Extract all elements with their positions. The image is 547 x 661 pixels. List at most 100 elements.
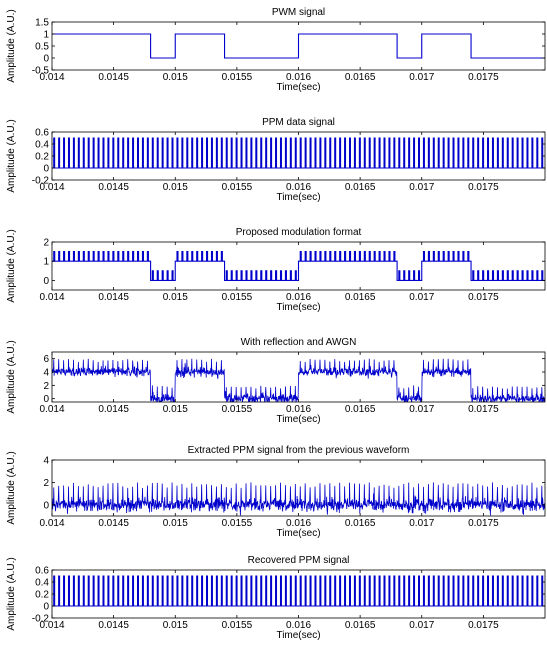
x-tick-label: 0.015 bbox=[163, 518, 188, 529]
x-axis-label: Time(sec) bbox=[276, 630, 320, 641]
y-axis-label: Amplitude (A.U.) bbox=[6, 340, 17, 413]
y-axis-label: Amplitude (A.U.) bbox=[6, 229, 17, 302]
x-tick-label: 0.0145 bbox=[98, 292, 129, 303]
x-tick-label: 0.017 bbox=[409, 620, 434, 631]
y-tick-label: 0 bbox=[43, 500, 49, 511]
y-tick-label: 6 bbox=[43, 354, 49, 365]
x-tick-label: 0.014 bbox=[39, 620, 64, 631]
x-tick-label: 0.0165 bbox=[345, 72, 376, 83]
x-tick-label: 0.017 bbox=[409, 404, 434, 415]
x-tick-label: 0.0165 bbox=[345, 518, 376, 529]
subplot-title: Extracted PPM signal from the previous w… bbox=[188, 445, 410, 456]
series-line bbox=[52, 575, 545, 607]
y-tick-label: 0 bbox=[43, 276, 49, 287]
y-tick-label: 0.5 bbox=[35, 42, 49, 53]
x-tick-label: 0.017 bbox=[409, 72, 434, 83]
x-tick-label: 0.0175 bbox=[468, 404, 499, 415]
y-tick-label: 2 bbox=[43, 381, 49, 392]
x-axis-label: Time(sec) bbox=[276, 82, 320, 93]
y-axis-label: Amplitude (A.U.) bbox=[6, 557, 17, 630]
x-tick-label: 0.0175 bbox=[468, 72, 499, 83]
x-tick-label: 0.014 bbox=[39, 518, 64, 529]
x-tick-label: 0.0155 bbox=[222, 518, 253, 529]
y-tick-label: -0.5 bbox=[32, 66, 50, 77]
x-tick-label: 0.015 bbox=[163, 182, 188, 193]
x-axis-label: Time(sec) bbox=[276, 302, 320, 313]
x-tick-label: 0.0165 bbox=[345, 182, 376, 193]
x-tick-label: 0.0145 bbox=[98, 518, 129, 529]
x-tick-label: 0.0145 bbox=[98, 72, 129, 83]
x-tick-label: 0.0155 bbox=[222, 620, 253, 631]
subplot-4: With reflection and AWGN 0.014 0.0145 0.015… bbox=[6, 337, 546, 425]
x-tick-label: 0.0145 bbox=[98, 620, 129, 631]
x-axis-label: Time(sec) bbox=[276, 528, 320, 539]
x-tick-label: 0.014 bbox=[39, 182, 64, 193]
series-line bbox=[52, 33, 545, 59]
y-tick-label: -0.2 bbox=[32, 614, 50, 625]
y-axis-label: Amplitude (A.U.) bbox=[6, 451, 17, 524]
y-tick-label: 0.2 bbox=[35, 590, 49, 601]
x-tick-label: 0.017 bbox=[409, 518, 434, 529]
x-tick-label: 0.016 bbox=[286, 182, 311, 193]
subplot-6: Recovered PPM signal 0.014 0.0145 0.015 0.01… bbox=[6, 555, 546, 641]
x-tick-label: 0.0155 bbox=[222, 404, 253, 415]
x-tick-label: 0.014 bbox=[39, 404, 64, 415]
x-tick-label: 0.015 bbox=[163, 72, 188, 83]
x-tick-label: 0.0165 bbox=[345, 292, 376, 303]
x-tick-label: 0.0165 bbox=[345, 620, 376, 631]
y-tick-label: 0 bbox=[43, 602, 49, 613]
axes-frame bbox=[51, 569, 546, 619]
x-tick-label: 0.016 bbox=[286, 620, 311, 631]
x-tick-label: 0.015 bbox=[163, 292, 188, 303]
x-tick-label: 0.016 bbox=[286, 518, 311, 529]
y-tick-label: 1 bbox=[43, 257, 49, 268]
y-tick-label: 0.6 bbox=[35, 566, 49, 577]
x-axis-label: Time(sec) bbox=[276, 192, 320, 203]
y-tick-label: 1.5 bbox=[35, 18, 49, 29]
x-tick-label: 0.0165 bbox=[345, 404, 376, 415]
subplot-title: PWM signal bbox=[272, 7, 325, 18]
x-axis-label: Time(sec) bbox=[276, 414, 320, 425]
series-line bbox=[52, 358, 545, 402]
x-tick-label: 0.0175 bbox=[468, 518, 499, 529]
y-tick-label: 0 bbox=[43, 164, 49, 175]
x-tick-label: 0.016 bbox=[286, 292, 311, 303]
axes-frame bbox=[51, 459, 546, 517]
subplot-title: With reflection and AWGN bbox=[241, 337, 357, 348]
y-tick-label: 0 bbox=[43, 54, 49, 65]
subplot-3: Proposed modulation format 0.014 0.0145 0.0… bbox=[6, 227, 546, 313]
x-tick-label: 0.0175 bbox=[468, 292, 499, 303]
y-tick-label: 2 bbox=[43, 478, 49, 489]
y-axis-label: Amplitude (A.U.) bbox=[6, 9, 17, 82]
y-tick-label: 1 bbox=[43, 30, 49, 41]
subplot-title: PPM data signal bbox=[262, 117, 335, 128]
y-tick-label: -0.2 bbox=[32, 176, 50, 187]
x-tick-label: 0.017 bbox=[409, 182, 434, 193]
y-tick-label: 0 bbox=[43, 394, 49, 405]
x-tick-label: 0.014 bbox=[39, 72, 64, 83]
y-tick-label: 0.4 bbox=[35, 578, 49, 589]
y-tick-label: 0.2 bbox=[35, 152, 49, 163]
subplot-5: Extracted PPM signal from the previous w… bbox=[6, 445, 546, 539]
x-tick-label: 0.016 bbox=[286, 72, 311, 83]
x-tick-label: 0.0145 bbox=[98, 404, 129, 415]
x-tick-label: 0.015 bbox=[163, 404, 188, 415]
subplot-1: PWM signal 0.014 0.0145 0.015 0.0155 0.016 0.0… bbox=[6, 7, 546, 93]
y-axis-label: Amplitude (A.U.) bbox=[6, 119, 17, 192]
x-tick-label: 0.0145 bbox=[98, 182, 129, 193]
subplot-2: PPM data signal 0.014 0.0145 0.015 0.0155 0.0… bbox=[6, 117, 546, 203]
x-tick-label: 0.0175 bbox=[468, 182, 499, 193]
y-tick-label: 0.4 bbox=[35, 140, 49, 151]
series-line bbox=[52, 482, 545, 516]
axes-frame bbox=[51, 131, 546, 181]
x-tick-label: 0.0155 bbox=[222, 292, 253, 303]
y-tick-label: 0.6 bbox=[35, 128, 49, 139]
x-tick-label: 0.0155 bbox=[222, 182, 253, 193]
subplot-title: Proposed modulation format bbox=[236, 227, 362, 238]
x-tick-label: 0.0175 bbox=[468, 620, 499, 631]
y-tick-label: 4 bbox=[43, 456, 49, 467]
series-line bbox=[52, 137, 545, 169]
x-tick-label: 0.017 bbox=[409, 292, 434, 303]
subplot-title: Recovered PPM signal bbox=[248, 555, 350, 566]
